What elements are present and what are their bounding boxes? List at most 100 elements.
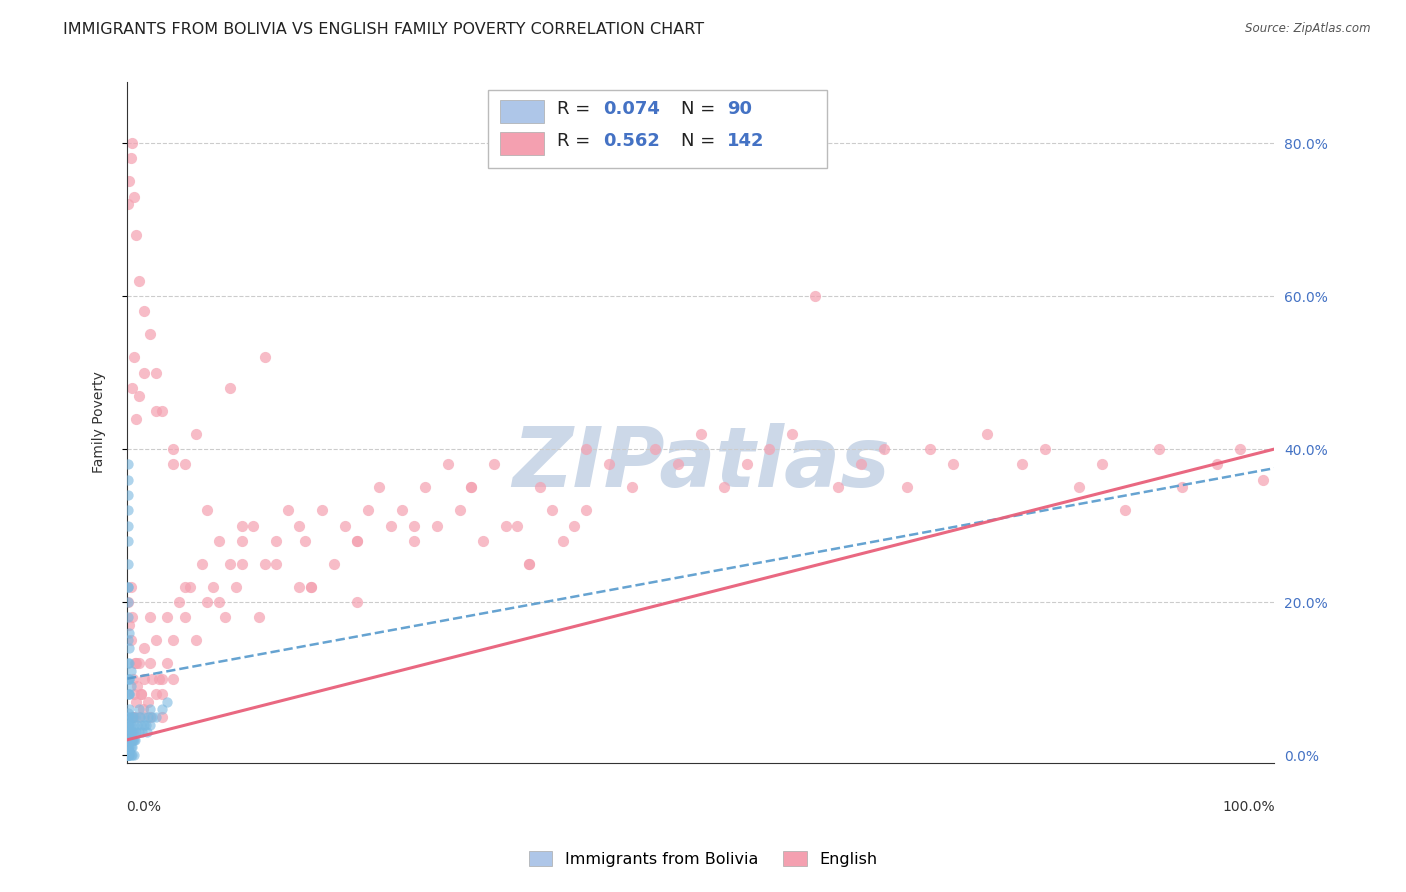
Point: [415, 480, 437, 494]
Text: IMMIGRANTS FROM BOLIVIA VS ENGLISH FAMILY POVERTY CORRELATION CHART: IMMIGRANTS FROM BOLIVIA VS ENGLISH FAMIL…: [63, 22, 704, 37]
Point: [125, 725, 148, 739]
Point: [117, 748, 139, 763]
Point: [121, 136, 143, 150]
Point: [460, 480, 482, 494]
Point: [117, 633, 139, 648]
Point: [402, 533, 425, 548]
Point: [873, 442, 896, 456]
Point: [322, 557, 344, 571]
Point: [1069, 480, 1091, 494]
Point: [117, 595, 139, 609]
Point: [117, 657, 139, 671]
Point: [141, 672, 163, 686]
Point: [197, 503, 219, 517]
Point: [117, 732, 139, 747]
Point: [120, 717, 142, 731]
Point: [139, 327, 162, 342]
Point: [134, 640, 156, 655]
FancyBboxPatch shape: [501, 132, 544, 154]
Point: [117, 533, 139, 548]
Point: [139, 717, 162, 731]
Point: [128, 274, 150, 288]
Point: [120, 748, 142, 763]
Point: [117, 557, 139, 571]
Point: [117, 740, 139, 755]
Point: [1171, 480, 1194, 494]
Point: [131, 725, 153, 739]
Point: [117, 748, 139, 763]
Point: [121, 610, 143, 624]
Point: [219, 381, 242, 395]
Point: [121, 740, 143, 755]
Y-axis label: Family Poverty: Family Poverty: [93, 371, 107, 474]
Point: [517, 557, 540, 571]
Point: [121, 748, 143, 763]
Point: [1229, 442, 1251, 456]
Point: [139, 702, 162, 716]
Point: [264, 557, 287, 571]
Point: [620, 480, 643, 494]
Point: [529, 480, 551, 494]
Point: [117, 473, 139, 487]
Point: [214, 610, 236, 624]
Point: [128, 388, 150, 402]
Point: [402, 518, 425, 533]
Point: [735, 458, 758, 472]
Point: [184, 426, 207, 441]
Point: [118, 618, 141, 632]
Point: [117, 748, 139, 763]
FancyBboxPatch shape: [501, 100, 544, 123]
Point: [120, 679, 142, 693]
Point: [827, 480, 849, 494]
Point: [575, 442, 598, 456]
Point: [125, 227, 148, 242]
Point: [141, 710, 163, 724]
Point: [346, 595, 368, 609]
Point: [134, 366, 156, 380]
Point: [132, 702, 155, 716]
Point: [120, 152, 142, 166]
Point: [117, 595, 139, 609]
Text: 0.0%: 0.0%: [127, 800, 162, 814]
Point: [225, 580, 247, 594]
Point: [118, 748, 141, 763]
Point: [253, 351, 276, 365]
Point: [173, 610, 195, 624]
Point: [136, 710, 159, 724]
Text: 0.562: 0.562: [603, 132, 659, 150]
Point: [942, 458, 965, 472]
Point: [139, 610, 162, 624]
Point: [782, 426, 804, 441]
Point: [117, 748, 139, 763]
Text: N =: N =: [681, 100, 721, 118]
Point: [253, 557, 276, 571]
Point: [122, 687, 145, 701]
Point: [122, 732, 145, 747]
Point: [150, 687, 173, 701]
Point: [242, 518, 264, 533]
Point: [129, 717, 152, 731]
Point: [148, 672, 170, 686]
Point: [156, 657, 179, 671]
Point: [127, 717, 149, 731]
Point: [117, 748, 139, 763]
Point: [135, 725, 157, 739]
Point: [118, 732, 141, 747]
Point: [128, 702, 150, 716]
Point: [804, 289, 827, 303]
Point: [231, 533, 253, 548]
Point: [851, 458, 873, 472]
Point: [117, 503, 139, 517]
Point: [333, 518, 356, 533]
Point: [346, 533, 368, 548]
Point: [128, 710, 150, 724]
Point: [117, 197, 139, 211]
Point: [117, 729, 139, 743]
Point: [162, 458, 184, 472]
Point: [118, 744, 141, 758]
Point: [598, 458, 620, 472]
Point: [118, 687, 141, 701]
Point: [122, 748, 145, 763]
Point: [391, 503, 413, 517]
Point: [564, 518, 586, 533]
